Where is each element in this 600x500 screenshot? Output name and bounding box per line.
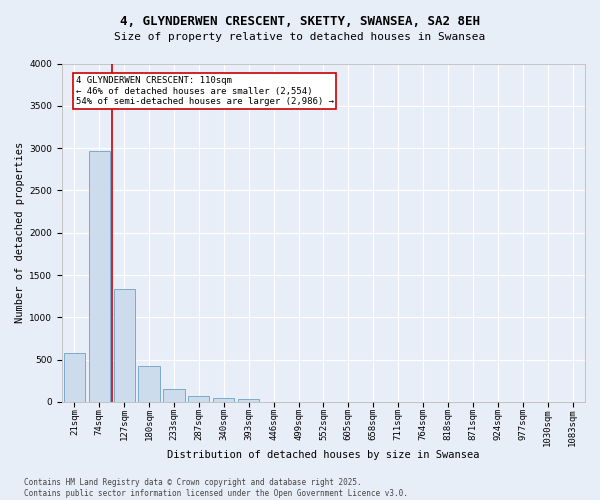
Y-axis label: Number of detached properties: Number of detached properties [15,142,25,324]
Bar [113,288,135,402]
Bar [213,398,235,402]
X-axis label: Distribution of detached houses by size in Swansea: Distribution of detached houses by size … [167,450,479,460]
Bar [238,398,259,402]
Text: 4, GLYNDERWEN CRESCENT, SKETTY, SWANSEA, SA2 8EH: 4, GLYNDERWEN CRESCENT, SKETTY, SWANSEA,… [120,15,480,28]
Bar [139,366,160,402]
Bar [64,353,85,402]
Text: 4 GLYNDERWEN CRESCENT: 110sqm
← 46% of detached houses are smaller (2,554)
54% o: 4 GLYNDERWEN CRESCENT: 110sqm ← 46% of d… [76,76,334,106]
Bar [89,152,110,402]
Bar [188,396,209,402]
Text: Contains HM Land Registry data © Crown copyright and database right 2025.
Contai: Contains HM Land Registry data © Crown c… [24,478,408,498]
Text: Size of property relative to detached houses in Swansea: Size of property relative to detached ho… [115,32,485,42]
Bar [163,389,185,402]
